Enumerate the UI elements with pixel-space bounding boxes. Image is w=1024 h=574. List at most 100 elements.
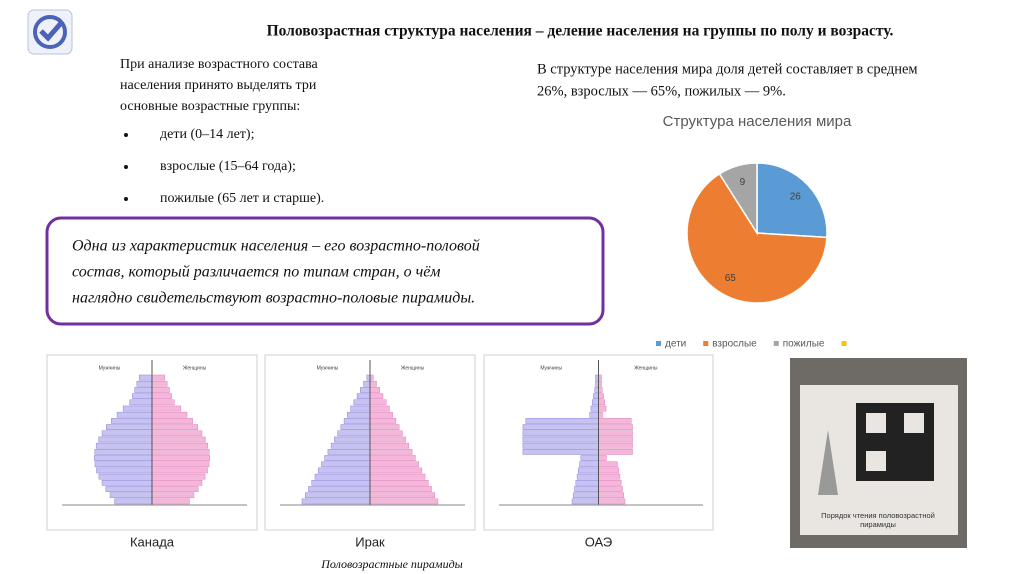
- pyramid-bar-male: [132, 393, 153, 400]
- pyramid-bar-female: [598, 486, 623, 492]
- pyramid-bar-female: [151, 424, 198, 430]
- pyramid-bar-female: [369, 380, 377, 387]
- pyramid-bar-male: [356, 393, 371, 400]
- pyramid-bar-female: [369, 461, 419, 468]
- pyramid-bar-male: [324, 455, 371, 461]
- pyramid-bar-female: [369, 455, 416, 461]
- pyramid-bar-male: [340, 424, 371, 430]
- pyramid-bar-female: [369, 411, 393, 418]
- legend-label: дети: [665, 339, 686, 350]
- pyramid-bar-male: [311, 479, 371, 486]
- pyramid-bar-female: [598, 430, 633, 437]
- pyramid-bar-female: [598, 405, 607, 412]
- pyramid-bar-male: [98, 436, 153, 443]
- pyramid-bar-female: [151, 467, 208, 474]
- pyramid-female-label: Женщины: [634, 365, 658, 371]
- pyramid-bar-female: [369, 387, 380, 393]
- pyramid-bar-male: [94, 449, 153, 455]
- pyramids-caption: Половозрастные пирамиды: [320, 557, 463, 571]
- pyramid-bar-female: [598, 436, 633, 443]
- pyramid-bar-male: [593, 393, 599, 400]
- pyramid-bar-female: [151, 449, 210, 455]
- intro-line: населения принято выделять три: [120, 78, 317, 93]
- pyramid-bar-female: [369, 436, 406, 443]
- pyramid-bar-male: [337, 430, 371, 437]
- pyramid-bar-male: [353, 399, 371, 406]
- pyramid-bar-female: [369, 399, 387, 406]
- pyramid-bar-male: [304, 492, 371, 499]
- pyramid-bar-female: [151, 492, 195, 499]
- pyramid-bar-male: [571, 498, 599, 505]
- pyramid-bar-female: [151, 455, 210, 461]
- pyramid-bar-male: [350, 405, 371, 412]
- pyramid-bar-male: [360, 387, 371, 393]
- pyramid-bar-male: [327, 449, 371, 455]
- legend-swatch: [773, 341, 779, 346]
- pyramid-bar-male: [122, 405, 153, 412]
- pyramid-bar-female: [369, 479, 429, 486]
- pyramid-bar-male: [589, 411, 599, 418]
- pyramid-bar-male: [580, 455, 599, 461]
- pyramid-bar-male: [139, 374, 153, 381]
- pyramid-bar-female: [151, 418, 193, 424]
- pyramid-bar-female: [598, 473, 621, 480]
- pyramid-bar-male: [136, 380, 153, 387]
- pyramid-bar-female: [151, 380, 168, 387]
- pyramid-bar-male: [98, 473, 153, 480]
- callout-line: Одна из характеристик населения – его во…: [72, 238, 480, 255]
- intro-line: основные возрастные группы:: [120, 99, 300, 114]
- pyramid-bar-male: [101, 430, 153, 437]
- pyramid-bar-female: [369, 492, 436, 499]
- pyramid-bar-female: [369, 449, 413, 455]
- pyramid-bar-male: [317, 467, 371, 474]
- photo-text: Порядок чтения половозрастной: [821, 511, 935, 520]
- pyramid-bar-male: [522, 442, 599, 449]
- pyramid-bar-male: [301, 498, 371, 505]
- pyramid-bar-female: [598, 418, 632, 424]
- bullet-text: пожилые (65 лет и старше).: [160, 191, 324, 206]
- pyramid-bar-male: [314, 473, 371, 480]
- pyramid-bar-male: [101, 479, 153, 486]
- pyramid-bar-female: [151, 405, 182, 412]
- pyramid-bar-female: [598, 449, 633, 455]
- pyramid-bar-female: [151, 473, 206, 480]
- callout-line: состав, который различается по типам стр…: [72, 264, 441, 281]
- pie-slice: [718, 162, 758, 236]
- legend-swatch: [841, 341, 847, 346]
- pyramid-bar-female: [151, 393, 172, 400]
- pyramid-label: ОАЭ: [585, 534, 613, 549]
- summary-line: В структуре населения мира доля детей со…: [537, 61, 918, 77]
- pyramid-bar-male: [105, 486, 153, 492]
- pyramid-bar-male: [106, 424, 153, 430]
- data-label: 26: [790, 192, 802, 203]
- pyramid-bar-male: [576, 473, 599, 480]
- pyramid-bar-male: [134, 387, 153, 393]
- photo-pyramid: [818, 430, 838, 495]
- legend-label: взрослые: [712, 339, 757, 350]
- chart-title: Структура населения мира: [663, 113, 852, 130]
- pyramid-bar-male: [111, 418, 153, 424]
- pyramid-bar-female: [369, 418, 397, 424]
- pyramid-bar-female: [598, 455, 607, 461]
- pyramid-label: Ирак: [355, 534, 385, 549]
- pyramid-bar-male: [363, 380, 371, 387]
- pyramid-female-label: Женщины: [401, 365, 425, 371]
- pyramid-bar-female: [151, 442, 209, 449]
- pyramid-bar-male: [94, 455, 153, 461]
- pyramid-bar-male: [114, 498, 153, 505]
- pyramid-bar-female: [598, 492, 624, 499]
- pyramid-bar-male: [330, 442, 371, 449]
- pyramid-female-label: Женщины: [183, 365, 207, 371]
- pyramid-bar-female: [151, 461, 210, 468]
- pyramid-bar-female: [151, 479, 203, 486]
- pyramid-bar-female: [598, 424, 633, 430]
- pyramid-bar-female: [151, 374, 165, 381]
- pyramid-bar-male: [573, 492, 599, 499]
- pyramid-bar-male: [308, 486, 371, 492]
- pyramid-bar-male: [578, 467, 599, 474]
- pyramid-bar-male: [590, 405, 599, 412]
- pyramid-bar-female: [151, 430, 203, 437]
- pyramid-bar-female: [369, 393, 384, 400]
- bullet-text: дети (0–14 лет);: [160, 127, 254, 142]
- pyramid-bar-female: [369, 467, 423, 474]
